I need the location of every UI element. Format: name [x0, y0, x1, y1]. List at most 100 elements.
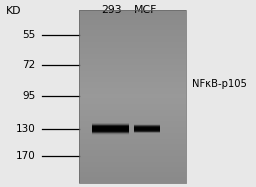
Bar	[79, 13, 186, 15]
Bar	[92, 131, 129, 133]
Bar	[79, 18, 186, 19]
Bar	[134, 131, 160, 133]
Bar	[79, 159, 186, 160]
Text: NFκB-p105: NFκB-p105	[192, 79, 247, 89]
Bar	[79, 134, 186, 136]
Bar	[79, 116, 186, 117]
Bar	[79, 39, 186, 41]
Bar	[134, 127, 160, 128]
Bar	[134, 127, 160, 128]
Bar	[79, 154, 186, 156]
Bar	[134, 129, 160, 131]
Bar	[92, 129, 129, 131]
Bar	[79, 166, 186, 167]
Bar	[79, 131, 186, 133]
Bar	[92, 132, 129, 134]
Bar	[134, 127, 160, 129]
Bar	[134, 130, 160, 131]
Bar	[79, 61, 186, 62]
Bar	[79, 110, 186, 111]
Bar	[79, 53, 186, 55]
Bar	[79, 43, 186, 45]
Bar	[79, 117, 186, 118]
Bar	[134, 126, 160, 127]
Bar	[92, 127, 129, 129]
Bar	[79, 113, 186, 114]
Bar	[134, 132, 160, 133]
Bar	[79, 105, 186, 107]
Bar	[79, 49, 186, 51]
Bar	[92, 131, 129, 132]
Bar	[79, 56, 186, 58]
Bar	[79, 147, 186, 149]
Bar	[92, 125, 129, 127]
Bar	[79, 177, 186, 179]
Bar	[92, 127, 129, 129]
Bar	[92, 128, 129, 130]
Bar	[79, 91, 186, 92]
Bar	[79, 51, 186, 52]
Bar	[92, 125, 129, 127]
Bar	[134, 130, 160, 131]
Bar	[79, 19, 186, 20]
Bar	[79, 16, 186, 18]
Bar	[92, 125, 129, 126]
Bar	[79, 175, 186, 176]
Bar	[79, 139, 186, 140]
Bar	[79, 169, 186, 170]
Bar	[92, 128, 129, 130]
Bar	[92, 129, 129, 131]
Bar	[134, 128, 160, 129]
Bar	[79, 46, 186, 48]
Bar	[134, 128, 160, 129]
Bar	[134, 130, 160, 132]
Bar	[92, 129, 129, 131]
Bar	[79, 100, 186, 101]
Bar	[134, 126, 160, 128]
Text: 55: 55	[22, 30, 35, 40]
Bar	[79, 32, 186, 33]
Bar	[79, 173, 186, 175]
Bar	[92, 130, 129, 132]
Bar	[79, 41, 186, 42]
Bar	[79, 12, 186, 13]
Bar	[79, 10, 186, 183]
Bar	[134, 131, 160, 133]
Bar	[79, 45, 186, 46]
Bar	[134, 129, 160, 130]
Bar	[79, 35, 186, 36]
Bar	[134, 128, 160, 130]
Bar	[79, 48, 186, 49]
Bar	[79, 98, 186, 100]
Text: KD: KD	[6, 6, 22, 16]
Bar	[79, 36, 186, 38]
Bar	[79, 74, 186, 75]
Bar	[79, 62, 186, 64]
Bar	[79, 23, 186, 25]
Bar	[79, 151, 186, 153]
Bar	[79, 176, 186, 177]
Bar	[79, 81, 186, 82]
Bar	[134, 127, 160, 129]
Bar	[79, 94, 186, 95]
Bar	[79, 68, 186, 69]
Bar	[92, 130, 129, 132]
Bar	[79, 180, 186, 182]
Bar	[79, 69, 186, 71]
Bar	[79, 90, 186, 91]
Bar	[134, 129, 160, 131]
Bar	[92, 124, 129, 126]
Bar	[79, 157, 186, 159]
Bar	[134, 131, 160, 133]
Bar	[79, 59, 186, 61]
Bar	[79, 79, 186, 81]
Bar	[79, 141, 186, 143]
Bar	[92, 131, 129, 133]
Bar	[92, 125, 129, 127]
Bar	[79, 78, 186, 79]
Bar	[79, 167, 186, 169]
Bar	[79, 143, 186, 144]
Bar	[92, 130, 129, 132]
Bar	[92, 130, 129, 131]
Bar	[79, 137, 186, 139]
